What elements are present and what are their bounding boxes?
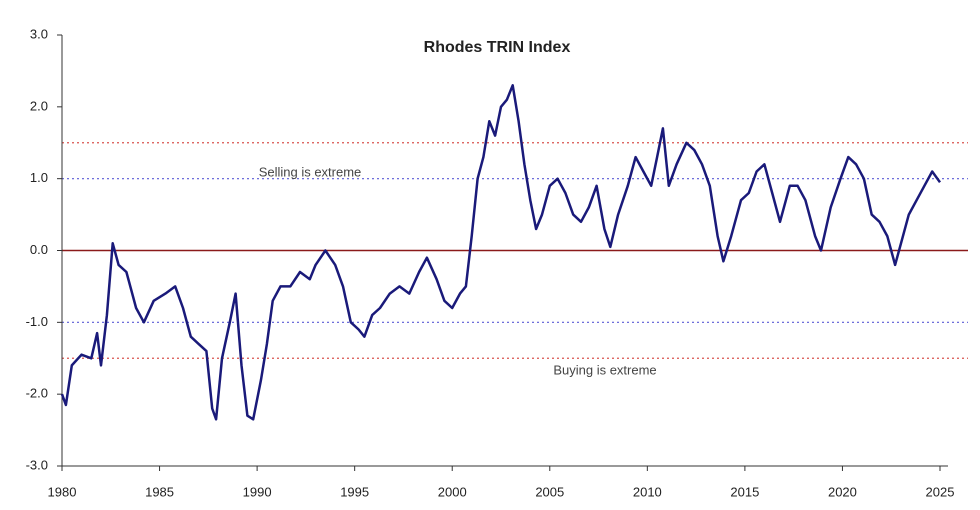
x-tick-label: 2000	[438, 484, 467, 499]
x-tick-label: 2020	[828, 484, 857, 499]
x-tick-label: 1995	[340, 484, 369, 499]
annotation: Selling is extreme	[259, 164, 362, 179]
y-tick-label: -3.0	[26, 457, 48, 472]
y-tick-label: -2.0	[26, 386, 48, 401]
y-tick-label: 0.0	[30, 242, 48, 257]
chart-title: Rhodes TRIN Index	[424, 39, 571, 56]
x-tick-label: 1990	[243, 484, 272, 499]
y-tick-label: 1.0	[30, 170, 48, 185]
annotation: Buying is extreme	[553, 362, 656, 377]
x-tick-label: 2025	[926, 484, 955, 499]
x-tick-label: 1985	[145, 484, 174, 499]
data-line	[60, 84, 942, 421]
y-tick-label: 2.0	[30, 98, 48, 113]
y-tick-label: 3.0	[30, 26, 48, 41]
y-tick-label: -1.0	[26, 314, 48, 329]
x-tick-label: 2005	[535, 484, 564, 499]
x-tick-label: 2010	[633, 484, 662, 499]
x-tick-label: 2015	[730, 484, 759, 499]
x-tick-label: 1980	[48, 484, 77, 499]
